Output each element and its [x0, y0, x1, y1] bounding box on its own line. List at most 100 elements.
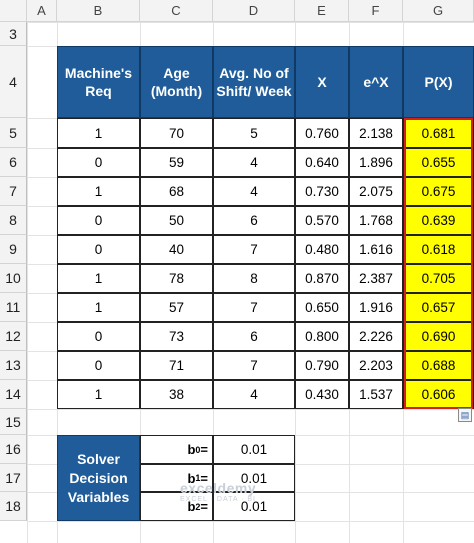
probability-cell[interactable]: 0.705 [403, 264, 474, 293]
table-header-cell[interactable]: P(X) [403, 46, 474, 118]
row-header-12[interactable]: 12 [0, 322, 27, 351]
row-header-15[interactable]: 15 [0, 409, 27, 435]
table-cell[interactable]: 0.790 [295, 351, 349, 380]
table-cell[interactable]: 7 [213, 293, 295, 322]
table-cell[interactable]: 0.640 [295, 148, 349, 177]
table-cell[interactable]: 0.570 [295, 206, 349, 235]
row-header-10[interactable]: 10 [0, 264, 27, 293]
table-cell[interactable]: 6 [213, 206, 295, 235]
column-header-e[interactable]: E [295, 0, 349, 22]
table-cell[interactable]: 0.650 [295, 293, 349, 322]
table-cell[interactable]: 38 [140, 380, 213, 409]
table-cell[interactable]: 1.896 [349, 148, 403, 177]
column-header-c[interactable]: C [140, 0, 213, 22]
table-cell[interactable]: 2.203 [349, 351, 403, 380]
solver-var-value[interactable]: 0.01 [213, 435, 295, 464]
table-header-cell[interactable]: Age (Month) [140, 46, 213, 118]
column-header-f[interactable]: F [349, 0, 403, 22]
table-cell[interactable]: 78 [140, 264, 213, 293]
table-cell[interactable]: 5 [213, 118, 295, 148]
row-header-14[interactable]: 14 [0, 380, 27, 409]
row-header-5[interactable]: 5 [0, 118, 27, 148]
solver-var-value[interactable]: 0.01 [213, 464, 295, 492]
table-cell[interactable]: 7 [213, 235, 295, 264]
table-cell[interactable]: 73 [140, 322, 213, 351]
table-cell[interactable]: 1 [57, 380, 140, 409]
table-cell[interactable]: 0.730 [295, 177, 349, 206]
row-header-3[interactable]: 3 [0, 22, 27, 46]
table-cell[interactable]: 1 [57, 177, 140, 206]
probability-cell[interactable]: 0.606 [403, 380, 474, 409]
table-cell[interactable]: 0 [57, 235, 140, 264]
table-cell[interactable]: 0.430 [295, 380, 349, 409]
table-cell[interactable]: 4 [213, 380, 295, 409]
row-header-16[interactable]: 16 [0, 435, 27, 464]
table-cell[interactable]: 0.760 [295, 118, 349, 148]
table-cell[interactable]: 4 [213, 148, 295, 177]
row-header-8[interactable]: 8 [0, 206, 27, 235]
gridline [27, 521, 474, 522]
table-cell[interactable]: 68 [140, 177, 213, 206]
table-cell[interactable]: 0 [57, 322, 140, 351]
probability-cell[interactable]: 0.681 [403, 118, 474, 148]
table-header-cell[interactable]: e^X [349, 46, 403, 118]
table-cell[interactable]: 1 [57, 118, 140, 148]
table-cell[interactable]: 0.800 [295, 322, 349, 351]
row-header-9[interactable]: 9 [0, 235, 27, 264]
table-cell[interactable]: 1.916 [349, 293, 403, 322]
probability-cell[interactable]: 0.639 [403, 206, 474, 235]
table-cell[interactable]: 71 [140, 351, 213, 380]
column-header-g[interactable]: G [403, 0, 474, 22]
gridline [27, 22, 474, 23]
watermark-logo: exceldemy EXCEL · DATA · BI [180, 480, 257, 503]
table-cell[interactable]: 70 [140, 118, 213, 148]
table-cell[interactable]: 4 [213, 177, 295, 206]
table-cell[interactable]: 40 [140, 235, 213, 264]
table-cell[interactable]: 1.768 [349, 206, 403, 235]
column-header-b[interactable]: B [57, 0, 140, 22]
row-header-18[interactable]: 18 [0, 492, 27, 521]
row-header-11[interactable]: 11 [0, 293, 27, 322]
table-header-cell[interactable]: X [295, 46, 349, 118]
probability-cell[interactable]: 0.675 [403, 177, 474, 206]
table-cell[interactable]: 6 [213, 322, 295, 351]
table-cell[interactable]: 0 [57, 206, 140, 235]
probability-cell[interactable]: 0.657 [403, 293, 474, 322]
table-cell[interactable]: 57 [140, 293, 213, 322]
table-cell[interactable]: 2.226 [349, 322, 403, 351]
table-cell[interactable]: 59 [140, 148, 213, 177]
table-cell[interactable]: 50 [140, 206, 213, 235]
gridline [27, 409, 474, 410]
probability-cell[interactable]: 0.690 [403, 322, 474, 351]
probability-cell[interactable]: 0.655 [403, 148, 474, 177]
row-header-13[interactable]: 13 [0, 351, 27, 380]
table-cell[interactable]: 7 [213, 351, 295, 380]
table-cell[interactable]: 0.480 [295, 235, 349, 264]
table-cell[interactable]: 1 [57, 264, 140, 293]
column-header-a[interactable]: A [27, 0, 57, 22]
row-header-7[interactable]: 7 [0, 177, 27, 206]
table-cell[interactable]: 1 [57, 293, 140, 322]
table-cell[interactable]: 2.387 [349, 264, 403, 293]
table-header-cell[interactable]: Machine's Req [57, 46, 140, 118]
row-header-6[interactable]: 6 [0, 148, 27, 177]
gridline [27, 22, 28, 543]
table-cell[interactable]: 1.616 [349, 235, 403, 264]
table-cell[interactable]: 8 [213, 264, 295, 293]
table-cell[interactable]: 2.138 [349, 118, 403, 148]
table-cell[interactable]: 0.870 [295, 264, 349, 293]
column-header-d[interactable]: D [213, 0, 295, 22]
row-header-4[interactable]: 4 [0, 46, 27, 118]
quick-analysis-icon[interactable]: ▤ [458, 408, 472, 422]
table-header-cell[interactable]: Avg. No of Shift/ Week [213, 46, 295, 118]
select-all-corner[interactable] [0, 0, 27, 22]
table-cell[interactable]: 0 [57, 351, 140, 380]
probability-cell[interactable]: 0.688 [403, 351, 474, 380]
row-header-17[interactable]: 17 [0, 464, 27, 492]
table-cell[interactable]: 1.537 [349, 380, 403, 409]
probability-cell[interactable]: 0.618 [403, 235, 474, 264]
table-cell[interactable]: 0 [57, 148, 140, 177]
table-cell[interactable]: 2.075 [349, 177, 403, 206]
